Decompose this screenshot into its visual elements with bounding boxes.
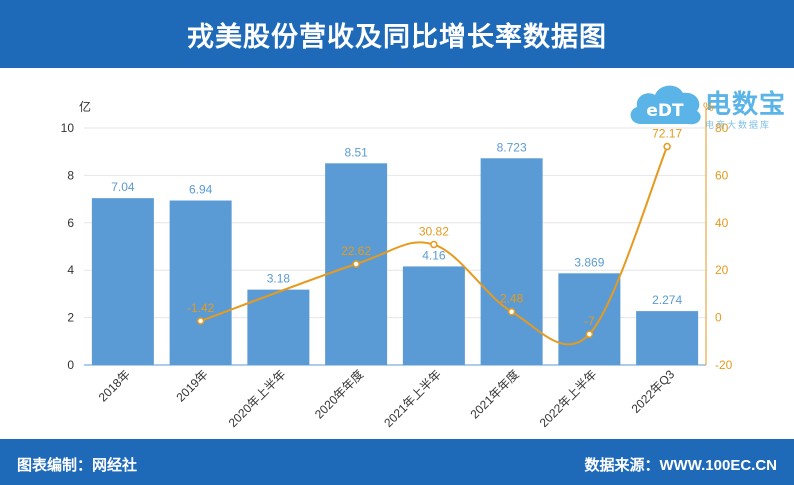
growth-rate-label: 2.48	[500, 292, 524, 306]
x-axis-category-label: 2022年Q3	[629, 367, 678, 416]
logo: eDT 电数宝 电商大数据库	[627, 78, 792, 136]
x-axis-category-label: 2020年上半年	[226, 367, 289, 430]
growth-rate-point	[352, 260, 360, 268]
revenue-bar	[247, 289, 310, 365]
right-axis-tick-label: 80	[715, 121, 729, 135]
growth-rate-label: 30.82	[419, 225, 449, 239]
growth-rate-line	[200, 146, 669, 346]
revenue-bar	[636, 311, 699, 365]
revenue-bar-label: 2.274	[652, 293, 682, 307]
growth-rate-point	[585, 330, 594, 338]
footer-source: 数据来源：WWW.100EC.CN	[584, 457, 777, 474]
growth-rate-label: -7	[584, 314, 595, 328]
left-axis-tick-label: 2	[67, 311, 74, 325]
x-axis-category-label: 2022年上半年	[537, 367, 600, 430]
right-axis-tick-label: 60	[715, 168, 729, 182]
left-axis-tick-label: 0	[67, 358, 74, 372]
revenue-chart: 亿 % 0 2 4 6 8 10 -20 0 20 40 60 80 7.04 6.94 3.18 8.51 4…	[61, 99, 733, 430]
growth-rate-point	[196, 317, 205, 325]
left-axis-tick-label: 10	[61, 121, 75, 135]
right-axis-tick-label: 0	[715, 311, 722, 325]
logo-brand: 电数宝	[705, 90, 787, 120]
growth-rate-label: -1.42	[187, 301, 215, 315]
page-title: 戎美股份营收及同比增长率数据图	[187, 21, 607, 52]
right-axis-tick-label: -20	[715, 358, 733, 372]
left-axis-unit: 亿	[79, 99, 91, 114]
revenue-bar-label: 6.94	[189, 183, 213, 197]
revenue-bar-label: 7.04	[111, 180, 135, 194]
title-bar: 戎美股份营收及同比增长率数据图	[0, 0, 794, 68]
left-axis-tick-label: 6	[67, 216, 74, 230]
x-axis-category-label: 2020年年度	[311, 367, 366, 422]
revenue-bar	[402, 266, 465, 365]
logo-subtitle: 电商大数据库	[705, 120, 772, 130]
logo-badge: eDT	[646, 101, 684, 121]
revenue-bar-label: 3.869	[574, 255, 604, 269]
growth-rate-label: 72.17	[652, 127, 682, 141]
x-axis-category-label: 2021年年度	[467, 367, 522, 422]
x-axis-category-label: 2019年	[173, 367, 210, 404]
revenue-bar	[480, 158, 543, 365]
revenue-bar	[169, 200, 232, 365]
growth-rate-label: 22.62	[341, 244, 371, 258]
footer: 图表编制：网经社 数据来源：WWW.100EC.CN	[0, 439, 794, 485]
right-axis-unit: %	[703, 100, 714, 114]
left-axis-tick-label: 8	[67, 168, 74, 182]
growth-rate-point	[663, 142, 671, 151]
right-axis-tick-label: 40	[715, 216, 729, 230]
x-axis-category-label: 2021年上半年	[381, 367, 444, 430]
cloud-logo-icon: eDT	[630, 85, 701, 125]
revenue-bar	[558, 273, 621, 365]
footer-credit: 图表编制：网经社	[17, 457, 138, 474]
growth-rate-point	[507, 307, 516, 316]
revenue-bar-label: 8.723	[497, 140, 527, 154]
revenue-bar	[91, 198, 154, 365]
x-axis-category-label: 2018年	[96, 367, 133, 404]
right-axis-tick-label: 20	[715, 263, 729, 277]
revenue-bar-label: 8.51	[344, 145, 368, 159]
revenue-bar-label: 3.18	[267, 272, 291, 286]
growth-rate-point	[430, 240, 438, 249]
revenue-bar-label: 4.16	[422, 248, 446, 262]
left-axis-tick-label: 4	[67, 263, 74, 277]
